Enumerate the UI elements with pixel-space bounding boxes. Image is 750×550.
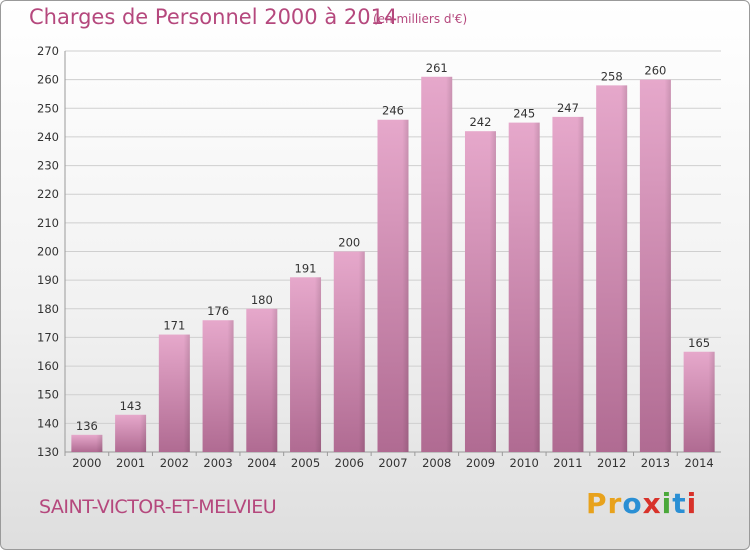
y-tick-label: 210: [37, 216, 59, 230]
y-tick-label: 190: [37, 273, 59, 287]
x-tick-label: 2001: [116, 456, 145, 470]
y-tick-label: 250: [37, 101, 59, 115]
logo-letter: t: [672, 487, 687, 520]
x-tick-label: 2009: [466, 456, 495, 470]
bar-shade: [639, 79, 671, 453]
x-tick-label: 2006: [335, 456, 364, 470]
bar-shade: [333, 251, 365, 452]
bar-shade: [596, 85, 628, 452]
data-label: 246: [382, 104, 404, 118]
x-tick-label: 2005: [291, 456, 320, 470]
y-tick-label: 180: [37, 302, 59, 316]
bar-shade: [158, 334, 190, 452]
y-tick-label: 220: [37, 187, 59, 201]
x-tick-label: 2013: [641, 456, 670, 470]
data-label: 258: [601, 69, 623, 83]
commune-name: SAINT-VICTOR-ET-MELVIEU: [39, 496, 277, 518]
bar-shade: [246, 308, 278, 452]
y-tick-label: 240: [37, 130, 59, 144]
x-tick-label: 2010: [510, 456, 539, 470]
x-tick-label: 2007: [378, 456, 407, 470]
data-label: 242: [469, 115, 491, 129]
chart-title: Charges de Personnel 2000 à 2014: [29, 5, 398, 29]
data-label: 176: [207, 304, 229, 318]
y-tick-label: 270: [37, 44, 59, 58]
data-label: 143: [120, 399, 142, 413]
bar-shade: [115, 414, 147, 452]
proxiti-logo: Proxiti: [586, 487, 697, 520]
data-label: 191: [295, 261, 317, 275]
y-tick-label: 130: [37, 445, 59, 459]
logo-letter: o: [622, 487, 643, 520]
x-tick-label: 2000: [72, 456, 101, 470]
x-tick-label: 2014: [684, 456, 713, 470]
data-label: 247: [557, 101, 579, 115]
y-tick-label: 260: [37, 73, 59, 87]
data-label: 261: [426, 61, 448, 75]
logo-letter: P: [586, 487, 608, 520]
y-tick-label: 150: [37, 388, 59, 402]
bar-shade: [71, 434, 103, 452]
x-tick-label: 2004: [247, 456, 276, 470]
logo-letter: x: [642, 487, 662, 520]
y-tick-label: 160: [37, 359, 59, 373]
bar-shade: [552, 116, 584, 452]
y-tick-label: 200: [37, 245, 59, 259]
data-label: 260: [644, 64, 666, 78]
bar-shade: [508, 122, 540, 452]
x-tick-label: 2011: [553, 456, 582, 470]
data-label: 245: [513, 107, 535, 121]
bar-shade: [202, 320, 234, 452]
bar-shade: [464, 131, 496, 452]
data-label: 165: [688, 336, 710, 350]
x-tick-label: 2008: [422, 456, 451, 470]
y-tick-label: 140: [37, 416, 59, 430]
bar-shade: [683, 351, 715, 452]
data-label: 171: [163, 319, 185, 333]
data-label: 136: [76, 419, 98, 433]
data-label: 200: [338, 236, 360, 250]
bar-shade: [421, 76, 453, 453]
y-tick-label: 230: [37, 159, 59, 173]
y-tick-label: 170: [37, 330, 59, 344]
logo-letter: i: [686, 487, 698, 520]
chart-subtitle: (en milliers d'€): [373, 12, 468, 26]
logo-letter: i: [661, 487, 673, 520]
bar-shade: [377, 119, 409, 452]
x-tick-label: 2003: [203, 456, 232, 470]
x-tick-label: 2012: [597, 456, 626, 470]
data-label: 180: [251, 293, 273, 307]
bar-shade: [290, 277, 322, 452]
logo-letter: r: [607, 487, 623, 520]
x-tick-label: 2002: [160, 456, 189, 470]
